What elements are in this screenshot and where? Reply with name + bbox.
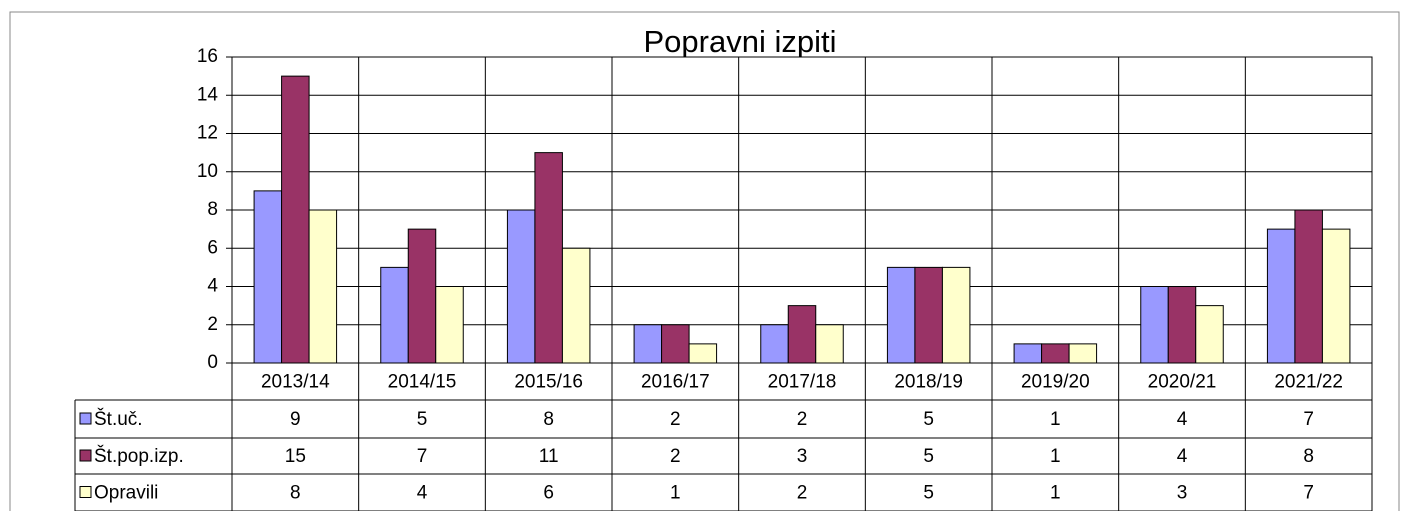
table-cell: 5 [923, 446, 934, 467]
bar [914, 266, 943, 364]
table-cell: 4 [1177, 409, 1188, 430]
x-tick-label: 2015/16 [514, 372, 583, 393]
bar [688, 343, 718, 364]
x-tick-label: 2016/17 [641, 372, 710, 393]
table-cell: 7 [1303, 483, 1314, 504]
bar [506, 209, 536, 364]
bar [633, 324, 663, 364]
y-tick-label: 0 [207, 352, 218, 373]
x-tick-label: 2013/14 [261, 372, 330, 393]
bar [1041, 343, 1070, 364]
table-cell: 1 [1050, 409, 1061, 430]
table-cell: 2 [670, 446, 681, 467]
x-tick-label: 2017/18 [768, 372, 837, 393]
x-tick-label: 2021/22 [1274, 372, 1343, 393]
table-cell: 15 [285, 446, 306, 467]
bar [380, 266, 409, 364]
bar [281, 75, 310, 364]
y-tick-label: 6 [207, 237, 218, 258]
y-tick-label: 16 [197, 46, 218, 67]
legend-label: Opravili [94, 483, 158, 504]
y-tick-label: 14 [197, 84, 219, 105]
legend-key [79, 412, 92, 425]
table-cell: 4 [1177, 446, 1188, 467]
table-cell: 8 [1303, 446, 1314, 467]
table-cell: 5 [923, 483, 934, 504]
bar [1266, 228, 1296, 364]
table-cell: 3 [1177, 483, 1188, 504]
y-tick-label: 10 [197, 161, 218, 182]
bar [1140, 286, 1169, 364]
bar [760, 324, 789, 364]
bar [407, 228, 437, 364]
table-cell: 6 [543, 483, 554, 504]
legend-label: Št.pop.izp. [94, 445, 184, 467]
bar [941, 266, 971, 364]
y-tick-label: 8 [207, 199, 218, 220]
y-tick-label: 2 [207, 314, 218, 335]
x-tick-label: 2014/15 [388, 372, 457, 393]
table-cell: 7 [417, 446, 428, 467]
bar [435, 286, 464, 364]
bar [1167, 286, 1197, 364]
table-cell: 9 [290, 409, 301, 430]
table-cell: 2 [797, 409, 808, 430]
table-cell: 7 [1303, 409, 1314, 430]
table-cell: 1 [670, 483, 681, 504]
table-cell: 5 [923, 409, 934, 430]
x-tick-label: 2020/21 [1148, 372, 1217, 393]
bar [886, 266, 916, 364]
bar [1321, 228, 1351, 364]
legend-key [79, 486, 92, 498]
bar [661, 324, 690, 364]
table-cell: 2 [797, 483, 808, 504]
bar [1294, 209, 1323, 364]
y-tick-label: 4 [207, 276, 218, 297]
table-cell: 5 [417, 409, 428, 430]
bar [1068, 343, 1098, 364]
table-cell: 1 [1050, 483, 1061, 504]
bar [534, 152, 563, 364]
bar [815, 324, 844, 364]
bar [561, 247, 591, 364]
bar [1013, 343, 1043, 364]
bar [1195, 305, 1224, 364]
table-cell: 11 [539, 446, 559, 467]
legend-label: Št.uč. [94, 408, 143, 430]
bar [253, 190, 283, 364]
chart-title: Popravni izpiti [644, 24, 837, 59]
table-cell: 2 [670, 409, 681, 430]
table-cell: 8 [290, 483, 301, 504]
table-cell: 8 [543, 409, 554, 430]
table-cell: 1 [1050, 446, 1061, 467]
x-tick-label: 2019/20 [1021, 372, 1090, 393]
bar [787, 305, 817, 364]
table-cell: 4 [417, 483, 428, 504]
y-tick-label: 12 [197, 123, 218, 144]
table-cell: 3 [797, 446, 808, 467]
legend-key [79, 449, 92, 462]
bar [308, 209, 338, 364]
x-tick-label: 2018/19 [894, 372, 963, 393]
